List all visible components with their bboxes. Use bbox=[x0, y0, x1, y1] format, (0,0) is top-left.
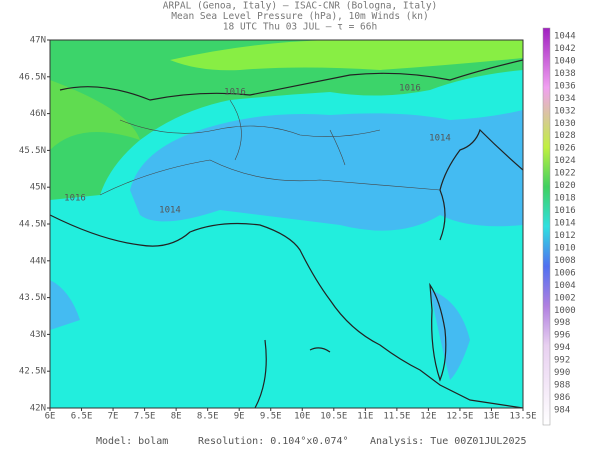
lon-label: 10.5E bbox=[320, 412, 347, 422]
lat-label: 44N bbox=[30, 256, 46, 266]
colorbar-label: 1040 bbox=[554, 56, 576, 66]
colorbar-label: 1006 bbox=[554, 268, 576, 278]
header-line: 18 UTC Thu 03 JUL – τ = 66h bbox=[223, 22, 377, 33]
lon-label: 6.5E bbox=[71, 412, 93, 422]
footer-text: Analysis: Tue 00Z01JUL2025 bbox=[370, 436, 527, 447]
colorbar-label: 1018 bbox=[554, 194, 576, 204]
colorbar-label: 1008 bbox=[554, 256, 576, 266]
colorbar-label: 1036 bbox=[554, 81, 576, 91]
colorbar-label: 986 bbox=[554, 393, 570, 403]
contour-label: 1016 bbox=[399, 84, 421, 94]
colorbar-label: 1038 bbox=[554, 69, 576, 79]
lat-label: 45N bbox=[30, 183, 46, 193]
map-field bbox=[50, 40, 523, 408]
lon-label: 9E bbox=[234, 412, 245, 422]
lon-label: 12.5E bbox=[446, 412, 473, 422]
colorbar-label: 988 bbox=[554, 381, 570, 391]
contour-label: 1016 bbox=[64, 194, 86, 204]
lon-label: 9.5E bbox=[260, 412, 282, 422]
lon-label: 12E bbox=[420, 412, 436, 422]
colorbar-label: 1042 bbox=[554, 44, 576, 54]
lon-label: 11.5E bbox=[383, 412, 410, 422]
lat-label: 42.5N bbox=[19, 367, 46, 377]
lon-label: 13.5E bbox=[509, 412, 536, 422]
lon-label: 10E bbox=[294, 412, 310, 422]
contour-label: 1014 bbox=[159, 206, 181, 216]
colorbar-label: 1034 bbox=[554, 94, 576, 104]
colorbar-label: 1004 bbox=[554, 281, 576, 291]
footer-text: Model: bolam bbox=[96, 436, 168, 447]
lat-label: 43N bbox=[30, 330, 46, 340]
lat-label: 45.5N bbox=[19, 146, 46, 156]
lon-label: 13E bbox=[483, 412, 499, 422]
lon-label: 7E bbox=[108, 412, 119, 422]
colorbar-label: 1024 bbox=[554, 156, 576, 166]
colorbar-label: 1000 bbox=[554, 306, 576, 316]
colorbar-label: 1010 bbox=[554, 243, 576, 253]
colorbar-label: 1044 bbox=[554, 32, 576, 42]
colorbar-label: 996 bbox=[554, 331, 570, 341]
colorbar-label: 1028 bbox=[554, 131, 576, 141]
colorbar-label: 1026 bbox=[554, 144, 576, 154]
colorbar bbox=[542, 27, 551, 426]
lat-label: 43.5N bbox=[19, 293, 46, 303]
lon-label: 8E bbox=[171, 412, 182, 422]
colorbar-label: 994 bbox=[554, 343, 570, 353]
colorbar-label: 1002 bbox=[554, 293, 576, 303]
colorbar-label: 1014 bbox=[554, 219, 576, 229]
header-line: ARPAL (Genoa, Italy) – ISAC-CNR (Bologna… bbox=[163, 1, 438, 12]
colorbar-label: 984 bbox=[554, 406, 570, 416]
lon-label: 7.5E bbox=[134, 412, 156, 422]
footer-text: Resolution: 0.104°x0.074° bbox=[198, 436, 349, 447]
colorbar-label: 992 bbox=[554, 356, 570, 366]
header-line: Mean Sea Level Pressure (hPa), 10m Winds… bbox=[171, 11, 428, 22]
lat-label: 46.5N bbox=[19, 72, 46, 82]
colorbar-label: 1030 bbox=[554, 119, 576, 129]
colorbar-label: 1016 bbox=[554, 206, 576, 216]
colorbar-label: 1012 bbox=[554, 231, 576, 241]
contour-label: 1014 bbox=[429, 134, 451, 144]
lat-label: 47N bbox=[30, 36, 46, 46]
colorbar-label: 1022 bbox=[554, 169, 576, 179]
colorbar-label: 990 bbox=[554, 368, 570, 378]
lon-label: 8.5E bbox=[197, 412, 219, 422]
lat-label: 44.5N bbox=[19, 220, 46, 230]
contour-label: 1016 bbox=[224, 88, 246, 98]
lon-label: 6E bbox=[45, 412, 56, 422]
colorbar-label: 1032 bbox=[554, 106, 576, 116]
colorbar-label: 1020 bbox=[554, 181, 576, 191]
lat-label: 46N bbox=[30, 109, 46, 119]
lat-label: 42N bbox=[30, 404, 46, 414]
colorbar-label: 998 bbox=[554, 318, 570, 328]
lon-label: 11E bbox=[357, 412, 373, 422]
